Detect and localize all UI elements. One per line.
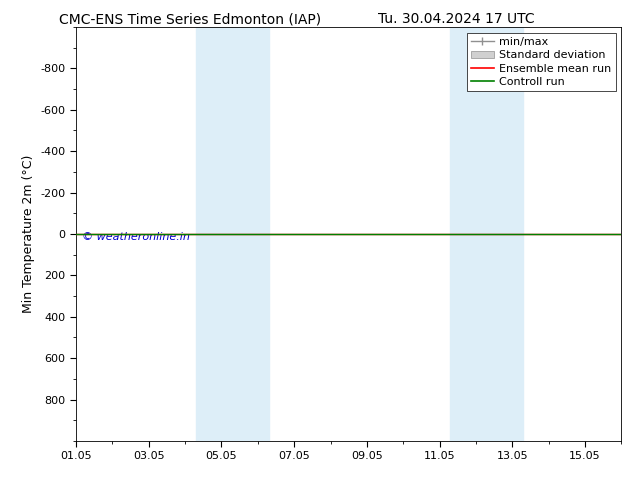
Legend: min/max, Standard deviation, Ensemble mean run, Controll run: min/max, Standard deviation, Ensemble me…	[467, 32, 616, 92]
Y-axis label: Min Temperature 2m (°C): Min Temperature 2m (°C)	[22, 155, 35, 313]
Bar	[451, 27, 523, 441]
Text: © weatheronline.in: © weatheronline.in	[82, 232, 190, 242]
Text: Tu. 30.04.2024 17 UTC: Tu. 30.04.2024 17 UTC	[378, 12, 535, 26]
Bar	[196, 27, 269, 441]
Text: CMC-ENS Time Series Edmonton (IAP): CMC-ENS Time Series Edmonton (IAP)	[59, 12, 321, 26]
